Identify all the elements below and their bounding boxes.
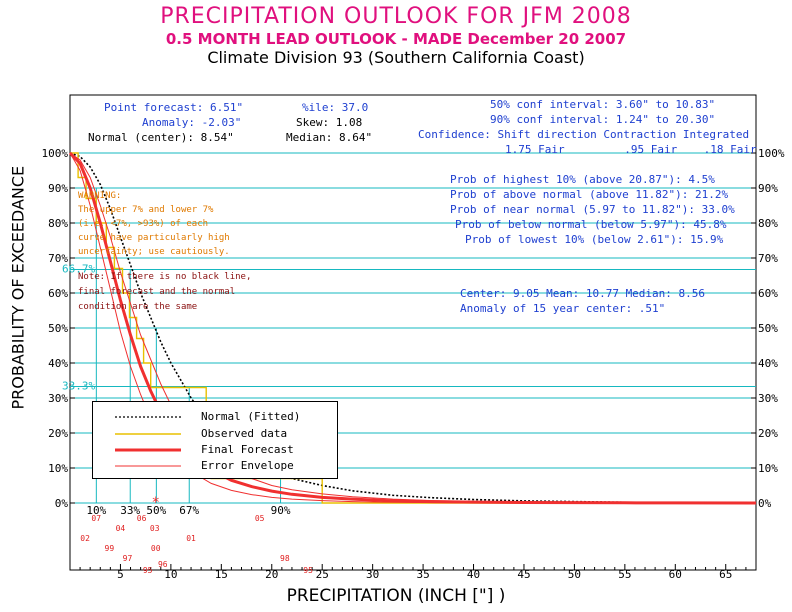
prob-lowest-10: Prob of lowest 10% (below 2.61"): 15.9% [465, 233, 724, 246]
year-label: 04 [116, 524, 126, 533]
x-tick-label: 25 [316, 568, 329, 581]
warning-line-2: (i.e. <7%, >93%) of each [78, 219, 209, 229]
legend: Normal (Fitted) Observed data Final Fore… [92, 401, 338, 479]
confidence-values: 1.75 Fair .95 Fair .18 Fair [505, 143, 757, 156]
x-tick-label: 5 [117, 568, 124, 581]
median-value: Median: 8.64" [286, 131, 373, 144]
y-tick-label-left: 70% [48, 252, 68, 265]
y-tick-label-left: 10% [48, 462, 68, 475]
warning-line-3: curve have particularly high [78, 233, 230, 243]
year-label: 00 [151, 544, 161, 553]
anomaly-15yr: Anomaly of 15 year center: .51" [460, 302, 666, 315]
legend-label-envelope: Error Envelope [201, 459, 294, 472]
warning-line-4: uncertainty; use cautiously. [78, 247, 230, 257]
year-label: 05 [255, 514, 265, 523]
x-tick-label: 20 [265, 568, 278, 581]
x-tick-label: 10 [164, 568, 177, 581]
percentile-label: 50% [146, 504, 166, 517]
x-tick-label: 15 [215, 568, 228, 581]
center-stats: Center: 9.05 Mean: 10.77 Median: 8.56 [460, 287, 706, 300]
x-tick-label: 65 [719, 568, 732, 581]
percentile-label: 90% [271, 504, 291, 517]
anomaly: Anomaly: -2.03" [142, 116, 242, 129]
year-label: 01 [186, 534, 196, 543]
legend-label-observed: Observed data [201, 427, 288, 440]
year-label: 03 [150, 524, 160, 533]
y-tick-label-right: 10% [758, 462, 778, 475]
prob-below-normal: Prob of below normal (below 5.97"): 45.8… [455, 218, 727, 231]
y-tick-label-left: 0% [55, 497, 69, 510]
prob-highest-10: Prob of highest 10% (above 20.87"): 4.5% [450, 173, 715, 186]
percentile-label: 10% [86, 504, 106, 517]
legend-label-forecast: Final Forecast [201, 443, 294, 456]
y-tick-label-left: 50% [48, 322, 68, 335]
y-tick-label-right: 30% [758, 392, 778, 405]
reference-line-label: 33.3% [62, 379, 95, 392]
legend-swatches [115, 416, 181, 467]
y-tick-label-left: 20% [48, 427, 68, 440]
warning-line-1: The upper 7% and lower 7% [78, 205, 214, 215]
y-tick-label-right: 0% [758, 497, 772, 510]
note-line-2: final forecast and the normal [78, 287, 236, 297]
note-line-1: Note: If there is no black line, [78, 272, 252, 282]
x-tick-label: 50 [568, 568, 581, 581]
y-tick-label-right: 60% [758, 287, 778, 300]
conf-interval-50: 50% conf interval: 3.60" to 10.83" [490, 98, 716, 111]
y-tick-label-left: 80% [48, 217, 68, 230]
y-tick-label-left: 30% [48, 392, 68, 405]
x-axis-label: PRECIPITATION (INCH ["] ) [286, 586, 506, 606]
year-label: 95 [143, 566, 153, 575]
chart-subtitle: 0.5 MONTH LEAD OUTLOOK - MADE December 2… [165, 30, 627, 48]
y-tick-label-right: 90% [758, 182, 778, 195]
year-label: 06 [137, 514, 147, 523]
x-tick-label: 60 [669, 568, 682, 581]
warning-title: WARNING: [78, 191, 122, 201]
y-tick-label-left: 40% [48, 357, 68, 370]
percentile-label: 33% [120, 504, 140, 517]
year-label: 98 [280, 554, 290, 563]
legend-label-normal: Normal (Fitted) [201, 410, 301, 423]
y-tick-label-right: 70% [758, 252, 778, 265]
y-tick-label-right: 50% [758, 322, 778, 335]
reference-line-label: 66.7% [62, 263, 95, 276]
chart-frame [69, 94, 757, 571]
series-error-envelope-lower [69, 152, 756, 504]
point-forecast: Point forecast: 6.51" [104, 101, 244, 114]
confidence-header: Confidence: Shift direction Contraction … [418, 128, 750, 141]
x-tick-label: 30 [366, 568, 379, 581]
y-tick-label-right: 80% [758, 217, 778, 230]
forecast-marker: * [152, 495, 160, 511]
conf-interval-90: 90% conf interval: 1.24" to 20.30" [490, 113, 716, 126]
chart-title: PRECIPITATION OUTLOOK FOR JFM 2008 [160, 4, 632, 29]
y-tick-label-right: 20% [758, 427, 778, 440]
y-tick-label-right: 40% [758, 357, 778, 370]
year-label: 97 [123, 554, 133, 563]
y-tick-label-left: 90% [48, 182, 68, 195]
prob-near-normal: Prob of near normal (5.97 to 11.82"): 33… [450, 203, 735, 216]
year-label: 02 [80, 534, 90, 543]
percentile-value: %ile: 37.0 [302, 101, 369, 114]
percentile-label: 67% [179, 504, 199, 517]
prob-above-normal: Prob of above normal (above 11.82"): 21.… [450, 188, 729, 201]
division-title: Climate Division 93 (Southern California… [207, 48, 585, 67]
note-line-3: condition are the same [78, 302, 198, 312]
y-tick-label-right: 100% [758, 147, 785, 160]
normal-center: Normal (center): 8.54" [88, 131, 234, 144]
y-tick-label-left: 60% [48, 287, 68, 300]
year-label: 07 [91, 514, 101, 523]
x-tick-label: 45 [517, 568, 530, 581]
x-tick-label: 35 [416, 568, 429, 581]
year-label: 95 [303, 566, 313, 575]
year-label: 96 [158, 560, 168, 569]
skew-value: Skew: 1.08 [296, 116, 363, 129]
x-tick-label: 55 [618, 568, 631, 581]
year-label: 99 [105, 544, 115, 553]
y-tick-label-left: 100% [42, 147, 69, 160]
x-tick-label: 40 [467, 568, 480, 581]
